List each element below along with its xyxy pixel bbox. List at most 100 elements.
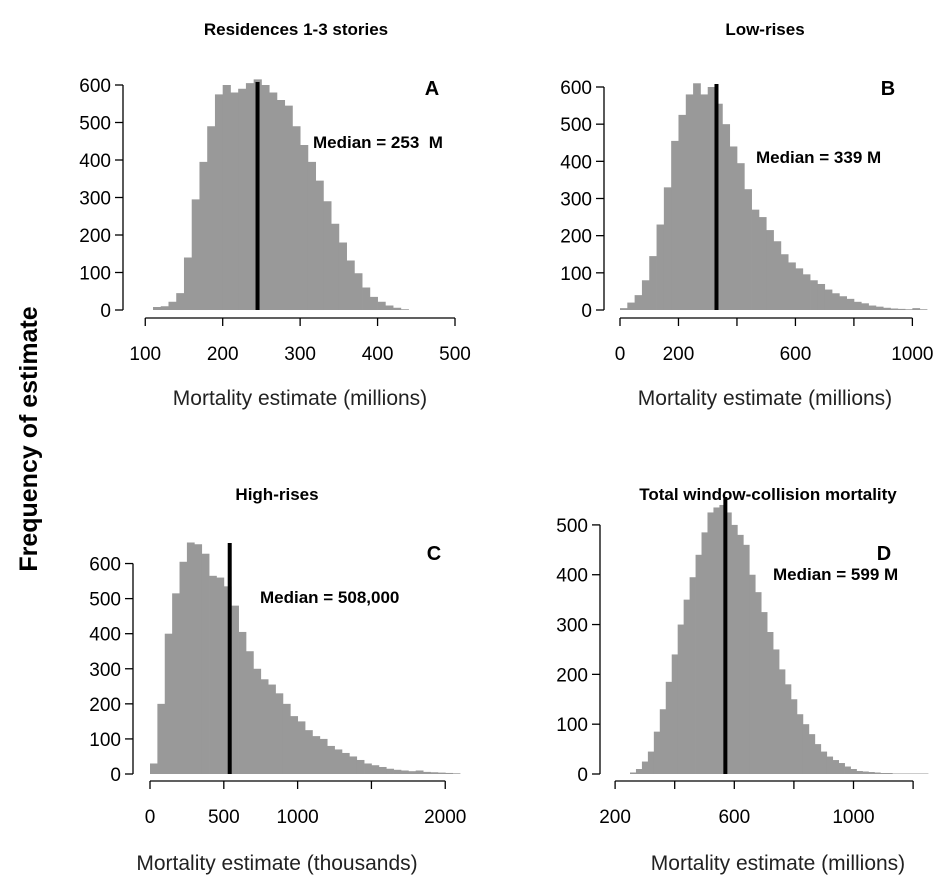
bar (297, 721, 306, 774)
bar (700, 94, 709, 311)
bar (736, 163, 745, 310)
median-label: Median = 339 M (756, 148, 881, 167)
bar (338, 242, 347, 310)
bar (282, 703, 291, 774)
panel-d: 0 100 200 300 400 500 200 600 1000 Total window-c… (556, 485, 929, 875)
bar (689, 577, 696, 774)
bar (824, 289, 833, 310)
bar (883, 307, 891, 310)
bar (201, 553, 210, 774)
bar (349, 756, 358, 774)
bar (630, 772, 637, 774)
bar (719, 504, 726, 774)
x-tick-label: 300 (284, 344, 316, 365)
bar (788, 262, 796, 310)
bar (737, 534, 744, 774)
bar (364, 763, 372, 774)
bar (253, 668, 262, 774)
bar (874, 772, 881, 774)
bar (766, 230, 774, 310)
bar (157, 703, 166, 774)
bar (179, 561, 188, 774)
median-label: Median = 599 M (773, 565, 898, 584)
bar (400, 770, 409, 774)
bar (722, 124, 731, 310)
bar (371, 765, 380, 774)
bar (808, 734, 816, 774)
bar (780, 254, 789, 310)
y-tick-label: 400 (556, 566, 588, 587)
x-tick-label: 200 (663, 344, 695, 365)
bar (820, 751, 828, 774)
bar (150, 763, 158, 774)
bar (905, 309, 913, 310)
panel-c: 0 100 200 300 400 500 600 0 500 1000 2000 High-rise… (89, 485, 466, 875)
bar (744, 189, 752, 310)
y-tick-label: 400 (89, 625, 121, 646)
panel-a: 0 100 200 300 400 500 600 100 200 300 400 500 Reside… (79, 20, 471, 410)
bar (653, 731, 661, 774)
bar (331, 223, 340, 310)
x-tick-label: 400 (362, 344, 394, 365)
x-tick-label: 200 (207, 344, 239, 365)
bar (635, 769, 643, 774)
bar (773, 649, 780, 774)
bar (749, 574, 756, 774)
x-tick-label: 100 (129, 344, 161, 365)
bar (751, 209, 760, 310)
bar (743, 544, 750, 774)
bar (160, 306, 169, 310)
bar (315, 180, 324, 311)
y-tick-label: 100 (79, 264, 111, 285)
bar (356, 759, 365, 774)
bar (758, 217, 767, 310)
bar (168, 301, 177, 310)
bar (183, 257, 193, 310)
bar (832, 760, 839, 774)
bar (415, 770, 424, 774)
bar (910, 773, 917, 774)
bar (300, 145, 309, 310)
y-tick-label: 100 (556, 715, 588, 736)
bar (693, 83, 701, 310)
bar (826, 756, 834, 774)
bar (260, 679, 269, 774)
bar (641, 280, 650, 310)
bar (663, 187, 672, 310)
y-tick-label: 300 (556, 616, 588, 637)
bar (245, 651, 254, 774)
bar (386, 768, 394, 774)
y-tick-label: 500 (89, 590, 121, 611)
bar (839, 296, 847, 310)
x-tick-label: 500 (439, 344, 471, 365)
y-tick-label: 600 (560, 78, 592, 99)
bar (245, 83, 255, 311)
bar (796, 714, 804, 774)
bar (665, 681, 673, 774)
bar (817, 283, 826, 310)
bar (385, 305, 394, 310)
bar (683, 599, 690, 774)
bar (346, 260, 355, 310)
bar (307, 161, 317, 311)
y-tick-label: 0 (581, 301, 592, 322)
bar (844, 766, 851, 774)
bar (695, 554, 702, 774)
bar (784, 684, 792, 774)
bar (861, 303, 869, 310)
bar (713, 507, 720, 774)
bar (868, 772, 875, 774)
x-axis-label: Mortality estimate (millions) (173, 387, 427, 410)
bar (164, 633, 173, 774)
panel-title: Residences 1-3 stories (204, 20, 388, 39)
bar (238, 88, 247, 310)
bar (671, 140, 679, 310)
x-axis-label: Mortality estimate (millions) (651, 852, 905, 875)
bar (327, 745, 335, 774)
bar (377, 301, 386, 310)
y-tick-label: 0 (110, 765, 121, 786)
bar (875, 306, 884, 310)
x-tick-label: 1000 (891, 344, 933, 365)
median-label: Median = 508,000 (260, 588, 399, 607)
